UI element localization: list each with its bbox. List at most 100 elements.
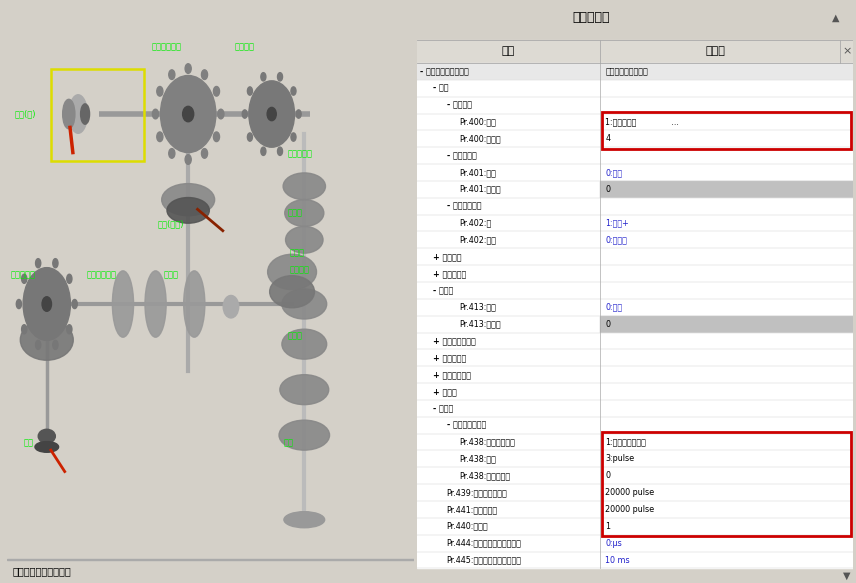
Bar [417,349,600,366]
Ellipse shape [267,107,276,121]
Text: Pr.445:凸轮相位补偿时间常数: Pr.445:凸轮相位补偿时间常数 [447,556,521,564]
Text: 主轴变合器: 主轴变合器 [288,150,313,159]
Text: Pr.438:单位: Pr.438:单位 [460,454,496,463]
Bar [600,147,853,164]
Bar [600,468,853,484]
Bar [600,131,853,147]
Ellipse shape [261,73,266,81]
Bar [602,432,851,536]
Bar [417,114,600,131]
Ellipse shape [162,184,215,216]
Bar [417,552,600,568]
Ellipse shape [283,173,325,199]
Bar [417,164,600,181]
Text: 1:轴编输入轴              ...: 1:轴编输入轴 ... [605,117,680,127]
Text: ▼: ▼ [843,571,851,581]
Bar [417,131,600,147]
Bar [417,147,600,164]
Ellipse shape [280,375,329,405]
Bar [417,535,600,552]
Bar [600,400,853,417]
Ellipse shape [184,271,205,337]
Bar [417,501,600,518]
Text: Pr.402:主: Pr.402:主 [460,219,492,227]
Bar [417,40,853,63]
Text: 合成齿轮: 合成齿轮 [290,266,310,275]
Text: 变速机: 变速机 [288,332,303,340]
Text: + 辅助轴合成齿轮: + 辅助轴合成齿轮 [433,336,476,346]
Text: 主轴(减机): 主轴(减机) [158,219,184,229]
Text: 4: 4 [605,134,610,143]
Bar [600,63,853,80]
Bar [417,451,600,468]
Ellipse shape [277,147,282,156]
Ellipse shape [16,300,21,308]
Ellipse shape [67,274,72,283]
Bar [417,299,600,316]
Text: 0: 0 [605,319,610,329]
Bar [7,559,414,560]
Ellipse shape [36,259,41,268]
Bar [600,265,853,282]
Ellipse shape [182,106,193,122]
Text: + 变速机: + 变速机 [433,387,457,396]
Text: 20000 pulse: 20000 pulse [605,505,655,514]
Ellipse shape [72,300,77,308]
Text: Pr.439:凸轮轴间隔长度: Pr.439:凸轮轴间隔长度 [447,488,508,497]
Bar [600,501,853,518]
Ellipse shape [185,154,191,164]
Text: 10 ms: 10 ms [605,556,630,564]
Text: 变速机: 变速机 [288,209,303,217]
Text: - 辅助输入轴: - 辅助输入轴 [447,151,476,160]
Text: 主轴齿轮: 主轴齿轮 [235,43,255,52]
Text: 辅助轴离合器: 辅助轴离合器 [86,270,116,279]
Text: Pr.401:插编号: Pr.401:插编号 [460,185,502,194]
Bar [417,332,600,349]
Bar [417,518,600,535]
Bar [600,299,853,316]
Ellipse shape [217,109,224,119]
Text: - 主轴: - 主轴 [433,84,449,93]
Bar [600,332,853,349]
Ellipse shape [291,87,296,95]
Ellipse shape [285,199,324,226]
Text: 输轴: 输轴 [23,438,33,448]
Text: + 主轴变合器: + 主轴变合器 [433,269,467,278]
Text: Pr.401:类型: Pr.401:类型 [460,168,496,177]
Text: 主输合式齿轮: 主输合式齿轮 [152,43,181,52]
Bar [600,451,853,468]
Ellipse shape [268,254,317,290]
Text: 0: 0 [605,185,610,194]
Ellipse shape [112,271,134,337]
Ellipse shape [277,73,282,81]
Text: 0: 0 [605,471,610,480]
Text: 设置各模块的参数。: 设置各模块的参数。 [605,67,648,76]
Ellipse shape [39,429,56,443]
Bar [600,484,853,501]
Bar [600,248,853,265]
Text: 0:无输入: 0:无输入 [605,236,627,244]
Bar [417,400,600,417]
Bar [417,568,853,583]
Bar [602,112,851,149]
Ellipse shape [169,70,175,79]
Bar [600,282,853,299]
Bar [600,198,853,215]
Ellipse shape [53,259,58,268]
Text: Pr.438:单位设置选择: Pr.438:单位设置选择 [460,438,515,447]
Text: ▲: ▲ [832,12,840,23]
Ellipse shape [282,329,327,359]
Text: Pr.413:类型: Pr.413:类型 [460,303,496,312]
Text: 1:使用本轴的单位: 1:使用本轴的单位 [605,438,646,447]
Ellipse shape [160,76,216,153]
Bar [51,69,144,161]
Text: - 同步控制用模块设置: - 同步控制用模块设置 [420,67,469,76]
Text: Pr.440:凸轮号: Pr.440:凸轮号 [447,522,488,531]
Ellipse shape [270,276,314,308]
Ellipse shape [284,512,324,528]
Ellipse shape [69,95,87,134]
Text: 0:无效: 0:无效 [605,168,622,177]
Text: ×: × [842,46,852,57]
Text: - 输出轴: - 输出轴 [433,404,454,413]
Bar [417,215,600,231]
